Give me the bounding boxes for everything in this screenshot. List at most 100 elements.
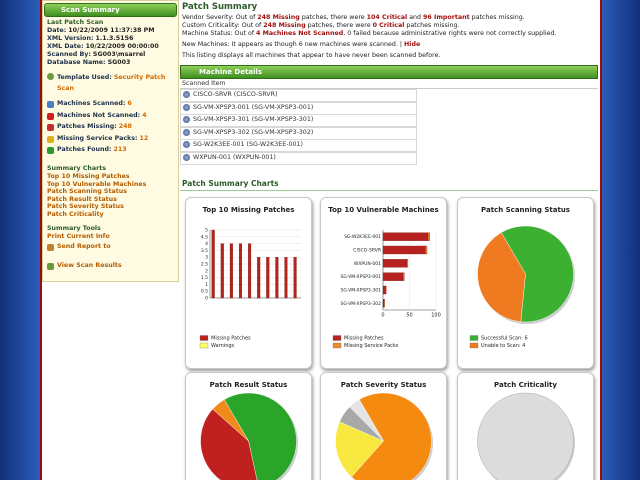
summary-line: Vendor Severity: Out of 248 Missing patc…	[182, 14, 525, 22]
chart-link[interactable]: Patch Result Status	[47, 195, 117, 203]
bar-segment	[382, 285, 386, 295]
pie-slice	[477, 232, 526, 322]
chart-link[interactable]: Patch Criticality	[47, 211, 104, 218]
label: Date:	[47, 27, 67, 34]
text: and	[407, 14, 424, 21]
bar	[211, 229, 215, 299]
label: Scanned By:	[47, 51, 91, 58]
y-tick-label: SG-VM-XPSP3-302	[340, 301, 381, 307]
main: Patch Summary Vendor Severity: Out of 248…	[178, 0, 600, 480]
value[interactable]: Security Patch Scan	[57, 74, 166, 92]
text: patches missing.	[404, 22, 460, 29]
text: 4 Machines Not Scanned	[256, 30, 344, 37]
chart-card: Patch Criticality	[457, 372, 594, 480]
bar-segment	[382, 232, 429, 241]
bar	[248, 243, 252, 299]
y-tick-label: 2.5	[201, 262, 208, 268]
divider	[180, 88, 598, 89]
chart-title: Patch Result Status	[209, 381, 288, 389]
pie-slice	[351, 392, 432, 480]
bar-segment	[382, 299, 385, 308]
chart-link[interactable]: Top 10 Missing Patches	[47, 173, 130, 180]
tool-link[interactable]: Send Report to	[57, 243, 111, 250]
text: , 0 failed because administrative rights…	[343, 30, 557, 37]
bar-segment	[383, 299, 385, 308]
chart-card: Top 10 Vulnerable Machines 0 50 100 SG-W2K3E…	[320, 197, 447, 369]
y-tick-label: 2	[205, 268, 208, 274]
text[interactable]: Hide	[404, 41, 421, 48]
value: 12	[139, 134, 149, 142]
y-tick-label: 5	[205, 228, 208, 234]
machine[interactable]: WXPUN-001 (WXPUN-001)	[193, 154, 276, 161]
bar-segment	[427, 232, 430, 241]
pie-slice	[500, 225, 574, 323]
label: Database Name:	[47, 59, 106, 66]
chart	[200, 392, 298, 480]
legend-swatch	[199, 335, 209, 341]
machine[interactable]: CISCO-SRVR (CISCO-SRVR)	[193, 91, 278, 98]
chart-title: Top 10 Missing Patches	[202, 206, 295, 214]
label: Machines Not Scanned:	[57, 111, 141, 119]
pie-slice	[477, 392, 574, 480]
bar-segment	[382, 272, 404, 281]
icon	[47, 101, 54, 108]
icon	[47, 124, 54, 131]
label: Machines Scanned:	[57, 100, 126, 107]
y-tick-label: SG-VM-XPSP3-301	[340, 288, 381, 294]
icon	[47, 73, 54, 80]
label: Patches Missing:	[57, 123, 117, 130]
legend-swatch	[332, 335, 342, 341]
heading: Summary Tools	[47, 225, 101, 232]
chart-card: Patch Result Status	[185, 372, 312, 480]
x-tick-label: 0	[381, 313, 384, 319]
chart-link[interactable]: Patch Severity Status	[47, 203, 124, 211]
value: 1.1.3.5156	[95, 35, 134, 42]
stat-row: Patches Found: 213	[57, 146, 127, 154]
machine[interactable]: SG-W2K3EE-001 (SG-W2K3EE-001)	[193, 141, 303, 149]
text: 104 Critical	[366, 14, 408, 21]
chart-link[interactable]: Patch Scanning Status	[47, 188, 127, 196]
bar-segment	[382, 245, 426, 255]
value: 6	[127, 100, 132, 107]
bar-segment	[425, 245, 428, 255]
legend-label: Missing Patches	[211, 336, 251, 342]
sidebar: Scan Summary Last Patch Scan Date: 10/22/2…	[42, 0, 179, 282]
legend-swatch	[332, 342, 342, 349]
scan-row: XML Version: 1.1.3.5156	[47, 35, 133, 43]
legend-label: Successful Scan: 6	[481, 336, 528, 342]
chart-link[interactable]: Top 10 Vulnerable Machines	[47, 180, 147, 188]
text: 96 Important	[423, 14, 470, 21]
text: 0 Critical	[372, 22, 405, 29]
text: New Machines: It appears as though 6 new…	[182, 41, 405, 48]
y-tick-label: 4.5	[201, 234, 208, 240]
row-box	[180, 89, 417, 102]
x-tick-label: 100	[431, 313, 441, 319]
y-tick-label: SG-W2K3EE-001	[344, 234, 381, 240]
row-box	[180, 152, 417, 165]
icon	[183, 116, 190, 124]
heading: Last Patch Scan	[47, 19, 104, 26]
bar-segment	[406, 259, 409, 268]
legend-swatch	[199, 342, 209, 349]
stat-row: Missing Service Packs: 12	[57, 135, 148, 143]
chart: 00.511.522.533.544.55 Missing PatchesWarn…	[199, 228, 301, 349]
legend-label: Missing Patches	[344, 336, 384, 342]
view-link[interactable]: View Scan Results	[57, 262, 122, 269]
machine[interactable]: SG-VM-XPSP3-301 (SG-VM-XPSP3-301)	[193, 116, 314, 124]
legend-label: Missing Service Packs	[344, 343, 399, 349]
bar	[275, 257, 279, 299]
bar-segment	[382, 259, 408, 268]
text: This listing displays all machines that …	[182, 52, 441, 59]
charts-heading: Patch Summary Charts	[182, 179, 279, 188]
machine[interactable]: SG-VM-XPSP3-302 (SG-VM-XPSP3-302)	[193, 128, 314, 136]
tool-link[interactable]: Print Current Info	[47, 233, 110, 240]
y-tick-label: SG-VM-XPSP3-001	[340, 274, 381, 280]
chart-title: Top 10 Vulnerable Machines	[328, 206, 439, 214]
column-header: Scanned Item	[182, 80, 226, 87]
pie-slice	[349, 399, 384, 442]
machine[interactable]: SG-VM-XPSP3-001 (SG-VM-XPSP3-001)	[193, 103, 314, 111]
bar	[284, 257, 288, 299]
bar	[229, 243, 233, 299]
